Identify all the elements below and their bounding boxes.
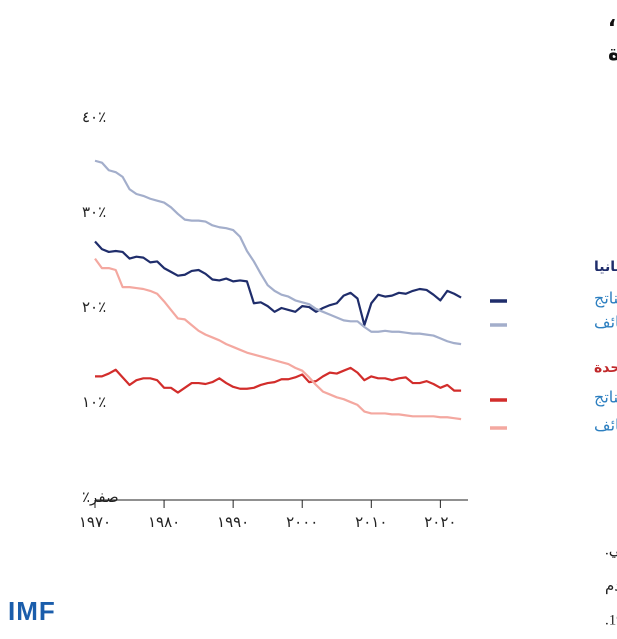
series-line <box>94 257 462 421</box>
y-tick-label: ٪١٠ <box>82 393 106 411</box>
x-tick-label: ٢٠٢٠ <box>424 513 456 531</box>
series-line <box>95 366 462 394</box>
y-tick-label: ٪٤٠ <box>82 108 106 126</box>
legend-label: الناتج <box>594 388 617 407</box>
chart-title: فى حين لا تزال حصتها فى الناتج مستقرة <box>608 41 617 65</box>
legend-label: الناتج <box>594 289 617 308</box>
x-tick-label: ١٩٧٠ <box>79 513 111 531</box>
x-tick-label: ٢٠٠٠ <box>286 513 318 531</box>
series-line <box>94 240 462 327</box>
x-tick-label: ١٩٨٠ <box>148 513 180 531</box>
note: بيانات ألمانيا الغربية حتى 1990. <box>605 609 617 628</box>
chart-title: حصة الصناعات التحويلية من الوظائف آخذة ف… <box>608 6 617 31</box>
legend-label: الوظائف <box>594 416 617 436</box>
legend-group: ألمانيا <box>594 257 617 275</box>
y-tick-label: ٪٢٠ <box>82 298 106 316</box>
note: ملحوظة: الحصة في مجموع الوظائف والقيمة ا… <box>605 578 617 595</box>
logo: IMF <box>8 596 56 626</box>
legend-group: الولايات المتحدة <box>594 360 617 376</box>
series-line <box>94 159 462 346</box>
source-note: المصادر: مؤسسة Haver Analytics؛ ومكتب ال… <box>605 540 617 558</box>
x-tick-label: ١٩٩٠ <box>217 513 249 531</box>
legend-label: الوظائف <box>594 313 617 333</box>
x-tick-label: ٢٠١٠ <box>355 513 387 531</box>
y-tick-label: ٪٣٠ <box>82 203 106 221</box>
y-tick-label: صفر٪ <box>82 488 119 506</box>
